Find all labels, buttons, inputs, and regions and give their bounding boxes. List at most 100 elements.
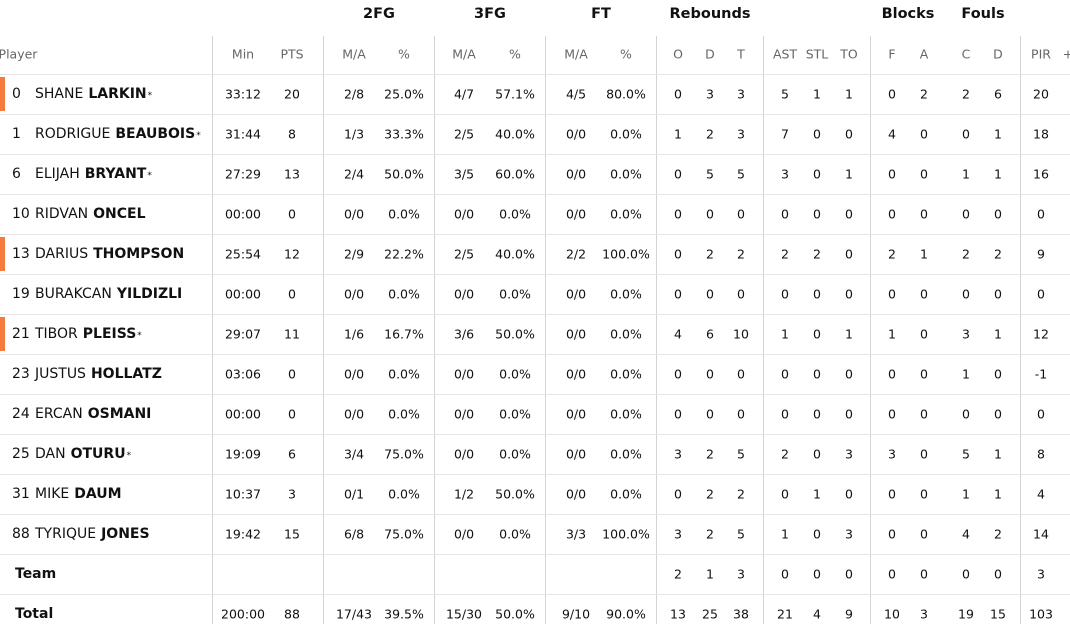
- last: THOMPSON: [93, 246, 185, 262]
- column-header: Player: [0, 46, 38, 62]
- stat-cell: 4: [962, 526, 970, 542]
- first: ELIJAH: [35, 166, 80, 182]
- row-divider: [0, 594, 1070, 595]
- row-divider: [0, 434, 1070, 435]
- stat-cell: 2: [737, 246, 745, 262]
- stat-cell: 0: [920, 206, 928, 222]
- first: JUSTUS: [35, 366, 86, 382]
- stat-cell: 4: [888, 126, 896, 142]
- stat-cell: 6: [706, 326, 714, 342]
- stat-cell: 0: [888, 526, 896, 542]
- group-header: Fouls: [961, 6, 1005, 22]
- stat-cell: 0: [781, 206, 789, 222]
- stat-cell: 0: [706, 366, 714, 382]
- stat-cell: 1: [920, 246, 928, 262]
- stat-cell: 2: [994, 246, 1002, 262]
- group-header: 3FG: [474, 6, 506, 22]
- stat-cell: 6: [994, 86, 1002, 102]
- stat-cell: 0/0: [453, 366, 475, 382]
- stat-cell: 5: [706, 166, 714, 182]
- stat-cell: 0: [920, 486, 928, 502]
- row-divider: [0, 354, 1070, 355]
- column-header: AST: [772, 46, 798, 62]
- last: LARKIN: [88, 86, 147, 102]
- stat-cell: 10: [884, 606, 900, 622]
- stat-cell: 0/0: [565, 286, 587, 302]
- last: PLEISS: [82, 326, 137, 342]
- player-name: 6 ELIJAH BRYANT *: [12, 166, 152, 182]
- stat-cell: 0.0%: [610, 206, 642, 222]
- stat-cell: 0.0%: [499, 406, 531, 422]
- stat-cell: 0/0: [565, 486, 587, 502]
- stat-cell: 80.0%: [606, 86, 646, 102]
- stat-cell: 50.0%: [495, 326, 535, 342]
- stat-cell: 3/4: [343, 446, 365, 462]
- stat-cell: 20: [284, 86, 300, 102]
- row-divider: [0, 74, 1070, 75]
- column-divider: [545, 36, 546, 624]
- stat-cell: 25:54: [224, 246, 262, 262]
- row-divider: [0, 194, 1070, 195]
- stat-cell: 18: [1033, 126, 1049, 142]
- stat-cell: 0/0: [343, 406, 365, 422]
- mark: *: [126, 451, 132, 461]
- number: 31: [12, 486, 30, 502]
- stat-cell: 0: [737, 206, 745, 222]
- first: RODRIGUE: [35, 126, 111, 142]
- stat-cell: 0: [288, 406, 296, 422]
- stat-cell: 3: [737, 86, 745, 102]
- stat-cell: 0: [994, 566, 1002, 582]
- stat-cell: 2/4: [343, 166, 365, 182]
- stat-cell: 8: [288, 126, 296, 142]
- stat-cell: 0: [994, 406, 1002, 422]
- stat-cell: 0: [962, 566, 970, 582]
- player-name: 0 SHANE LARKIN *: [12, 86, 152, 102]
- stat-cell: 0: [888, 86, 896, 102]
- stat-cell: 0: [288, 206, 296, 222]
- stat-cell: 19:09: [224, 446, 262, 462]
- stat-cell: 1: [845, 326, 853, 342]
- player-name: 88 TYRIQUE JONES: [12, 526, 150, 542]
- stat-cell: 00:00: [224, 286, 262, 302]
- column-header: STL: [805, 46, 829, 62]
- column-header: TO: [840, 46, 858, 62]
- mark: *: [137, 331, 142, 341]
- stat-cell: 15/30: [445, 606, 483, 622]
- stat-cell: 3: [737, 566, 745, 582]
- stat-cell: 3: [962, 326, 970, 342]
- stat-cell: 0: [888, 206, 896, 222]
- column-header: M/A: [564, 46, 588, 62]
- stat-cell: 3: [737, 126, 745, 142]
- stat-cell: 2: [888, 246, 896, 262]
- stat-cell: 0: [737, 286, 745, 302]
- stat-cell: 2/2: [565, 246, 587, 262]
- stat-cell: 1: [962, 486, 970, 502]
- stat-cell: 27:29: [224, 166, 262, 182]
- stat-cell: 3: [288, 486, 296, 502]
- first: MIKE: [35, 486, 70, 502]
- stat-cell: 0: [994, 366, 1002, 382]
- stat-cell: 0/0: [565, 166, 587, 182]
- stat-cell: 3: [674, 526, 682, 542]
- stat-cell: 2/5: [453, 126, 475, 142]
- row-divider: [0, 514, 1070, 515]
- first: ERCAN: [35, 406, 83, 422]
- stat-cell: 1: [706, 566, 714, 582]
- stat-cell: 0: [288, 286, 296, 302]
- stat-cell: 21: [777, 606, 793, 622]
- stat-cell: 0: [994, 206, 1002, 222]
- stat-cell: 2: [994, 526, 1002, 542]
- stat-cell: 7: [781, 126, 789, 142]
- stat-cell: 13: [670, 606, 686, 622]
- last: OTURU: [70, 446, 126, 462]
- stat-cell: 22.2%: [384, 246, 424, 262]
- stat-cell: 2: [706, 446, 714, 462]
- number: 10: [12, 206, 30, 222]
- stat-cell: 0.0%: [499, 206, 531, 222]
- column-divider: [763, 36, 764, 624]
- stat-cell: 0: [674, 286, 682, 302]
- stat-cell: 39.5%: [384, 606, 424, 622]
- last: BEAUBOIS: [115, 126, 196, 142]
- first: RIDVAN: [35, 206, 89, 222]
- stat-cell: 0: [813, 286, 821, 302]
